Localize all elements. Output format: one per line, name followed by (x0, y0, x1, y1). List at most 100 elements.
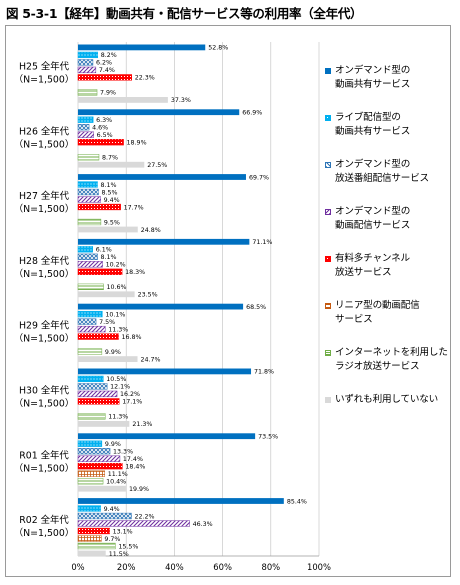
data-label: 9.9% (105, 349, 121, 356)
bar (77, 455, 121, 462)
bar (77, 283, 104, 290)
data-label: 11.1% (108, 471, 128, 478)
bar (77, 478, 104, 485)
data-label: 19.9% (129, 486, 149, 493)
bar (78, 161, 145, 168)
x-tick-label: 40% (165, 562, 184, 572)
bar (78, 97, 168, 103)
legend: オンデマンド型の 動画共有サービス ライブ配信型の 動画共有サービス オンデマンド型… (318, 64, 450, 440)
category-label: R02 全年代 (19, 514, 69, 526)
category-label: H27 全年代 (19, 190, 70, 202)
legend-swatch (325, 68, 331, 74)
data-label: 11.3% (108, 326, 128, 333)
data-label: 27.5% (147, 162, 167, 169)
data-label: 46.3% (193, 521, 213, 528)
data-label: 24.8% (141, 227, 161, 234)
bar (77, 51, 99, 59)
x-tick-label: 20% (117, 562, 136, 572)
bar (77, 124, 90, 131)
legend-label: 有料多チャンネル 放送サービス (335, 253, 410, 278)
data-label: 37.3% (171, 97, 191, 104)
x-tick-label: 0% (71, 562, 84, 572)
data-label: 8.5% (101, 189, 117, 196)
data-label: 16.2% (120, 391, 140, 398)
data-label: 10.4% (106, 479, 126, 486)
bar (77, 440, 103, 447)
bar (77, 348, 103, 355)
legend-label: オンデマンド型の 動画配信サービス (335, 206, 411, 231)
data-label: 13.3% (113, 449, 133, 456)
data-label: 7.5% (99, 319, 115, 326)
legend-label: インターネットを利用した ラジオ放送サービス (335, 347, 448, 372)
bar (77, 131, 94, 138)
legend-item: インターネットを利用した ラジオ放送サービス (318, 346, 450, 393)
data-label: 12.1% (110, 384, 130, 391)
data-label: 8.1% (101, 254, 117, 261)
legend-item: オンデマンド型の 放送番組配信サービス (318, 158, 450, 205)
data-label: 9.5% (104, 219, 120, 226)
bar (77, 448, 111, 455)
chart-title: 図 5-3-1【経年】動画共有・配信サービス等の利用率（全年代） (6, 6, 363, 21)
category-sublabel: （N=1,500） (14, 463, 74, 474)
bar (78, 550, 106, 557)
legend-label: オンデマンド型の 放送番組配信サービス (335, 159, 429, 184)
data-label: 9.7% (104, 536, 120, 543)
data-label: 69.7% (249, 174, 269, 181)
data-label: 22.2% (135, 513, 155, 520)
legend-label: いずれも利用していない (335, 394, 439, 405)
bar (77, 261, 103, 268)
bar (78, 109, 240, 116)
bar (77, 89, 98, 96)
bar (77, 333, 119, 340)
bar (77, 375, 104, 383)
category-label: R01 全年代 (19, 449, 69, 461)
legend-item: 有料多チャンネル 放送サービス (318, 252, 450, 299)
legend-swatch (325, 303, 331, 309)
category-label: H26 全年代 (19, 125, 70, 137)
data-label: 52.8% (208, 45, 228, 52)
category-label: H25 全年代 (19, 61, 70, 73)
data-label: 22.3% (135, 75, 155, 82)
data-label: 16.8% (121, 334, 141, 341)
bar (77, 470, 106, 477)
data-label: 4.6% (92, 125, 108, 132)
data-label: 6.3% (96, 117, 112, 124)
bar (77, 116, 94, 123)
bar (78, 238, 250, 245)
data-label: 17.7% (124, 204, 144, 211)
bar (77, 66, 97, 74)
bar (77, 520, 190, 527)
category-label: H28 全年代 (19, 255, 70, 267)
data-label: 9.4% (104, 506, 120, 513)
x-tick-label: 100% (307, 562, 331, 572)
x-axis-ticks: 0% 20% 40% 60% 80% 100% (71, 562, 331, 572)
bar (78, 303, 244, 310)
bar (77, 181, 98, 188)
legend-label: オンデマンド型の 動画共有サービス (335, 65, 411, 90)
data-label: 10.5% (106, 376, 126, 383)
data-label: 11.5% (109, 551, 129, 558)
data-label: 85.4% (287, 498, 307, 505)
bar (77, 139, 124, 146)
category-sublabel: （N=1,500） (14, 139, 74, 150)
bar (77, 218, 102, 226)
data-label: 11.3% (108, 414, 128, 421)
data-label: 9.9% (105, 441, 121, 448)
bar (77, 527, 110, 535)
x-tick-label: 80% (261, 562, 280, 572)
data-label: 7.9% (100, 90, 116, 97)
data-label: 18.4% (125, 464, 145, 471)
bar (77, 398, 120, 405)
data-label: 6.2% (96, 60, 112, 67)
bar (77, 268, 123, 275)
data-label: 6.5% (97, 132, 113, 139)
category-label: H30 全年代 (19, 385, 70, 397)
bar (77, 542, 116, 550)
category-sublabel: （N=1,500） (14, 75, 74, 86)
x-tick-label: 60% (213, 562, 232, 572)
data-label: 13.1% (113, 528, 133, 535)
category-label: H29 全年代 (19, 320, 70, 332)
bar (77, 535, 102, 542)
legend-swatch (325, 256, 331, 262)
data-label: 21.3% (132, 421, 152, 428)
